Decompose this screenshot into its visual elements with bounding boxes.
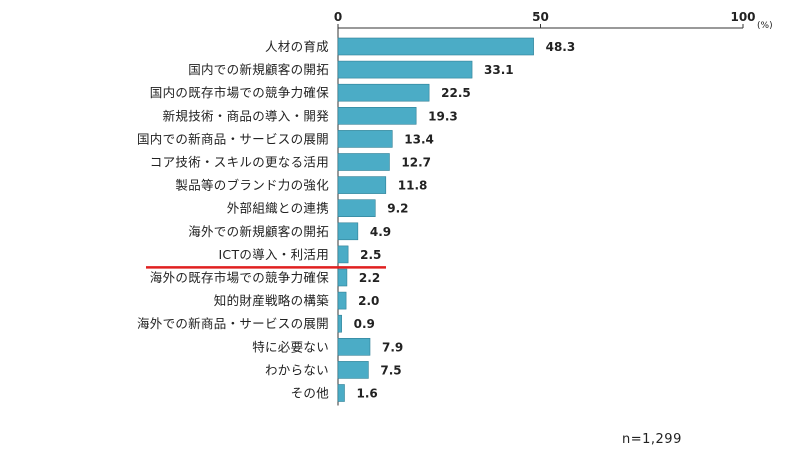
category-label: その他: [291, 386, 330, 401]
bar: [337, 107, 417, 125]
category-label: 海外の既存市場での競争力確保: [150, 270, 329, 285]
category-label: 特に必要ない: [252, 339, 329, 354]
data-label: 19.3: [428, 109, 458, 123]
bar: [337, 153, 390, 171]
bar: [337, 60, 473, 79]
category-label: 知的財産戦略の構築: [214, 293, 329, 308]
data-label: 4.9: [370, 225, 391, 239]
data-label: 22.5: [441, 86, 471, 100]
data-label: 48.3: [546, 40, 576, 54]
unit-label: (%): [757, 21, 773, 31]
x-tick-label: 100: [730, 10, 755, 24]
data-label: 13.4: [404, 132, 434, 146]
bar: [337, 83, 430, 102]
x-tick-label: 50: [532, 10, 549, 24]
data-label: 2.2: [359, 271, 380, 285]
bars-group: [337, 37, 534, 402]
category-label: コア技術・スキルの更なる活用: [150, 155, 329, 170]
data-label: 2.0: [358, 294, 379, 308]
bar: [337, 176, 387, 194]
data-label: 7.5: [380, 363, 401, 377]
bar: [337, 291, 347, 310]
sample-size-label: n=1,299: [622, 432, 682, 447]
category-label: 国内での新規顧客の開拓: [188, 62, 329, 77]
category-label: ICTの導入・利活用: [218, 247, 329, 262]
category-label: 新規技術・商品の導入・開発: [163, 108, 330, 123]
data-label: 33.1: [484, 63, 514, 77]
category-label: 製品等のブランド力の強化: [175, 178, 329, 193]
bar: [337, 361, 369, 379]
bar: [337, 314, 342, 333]
x-tick-label: 0: [334, 10, 342, 24]
bar: [337, 199, 376, 217]
bar: [337, 337, 371, 356]
data-label: 2.5: [360, 248, 381, 262]
data-label: 7.9: [382, 340, 403, 354]
bar: [337, 245, 349, 264]
category-label: 海外での新商品・サービスの展開: [137, 316, 329, 331]
bar: [337, 37, 534, 56]
category-label: 国内の既存市場での競争力確保: [150, 85, 329, 100]
bar: [337, 222, 359, 241]
bar: [337, 130, 393, 148]
data-label: 0.9: [354, 317, 375, 331]
data-label: 12.7: [401, 156, 431, 170]
data-label: 1.6: [356, 387, 377, 401]
category-label: 国内での新商品・サービスの展開: [137, 131, 329, 146]
bar: [337, 384, 345, 402]
data-label: 9.2: [387, 202, 408, 216]
data-label: 11.8: [398, 179, 428, 193]
category-label: わからない: [265, 362, 329, 377]
category-label: 海外での新規顧客の開拓: [188, 224, 329, 239]
category-label: 外部組織との連携: [227, 201, 329, 216]
category-label: 人材の育成: [265, 39, 329, 54]
labels-group: 人材の育成 48.3 国内での新規顧客の開拓 33.1 国内の既存市場での競争力確保 22…: [137, 39, 575, 401]
bar: [337, 268, 348, 287]
